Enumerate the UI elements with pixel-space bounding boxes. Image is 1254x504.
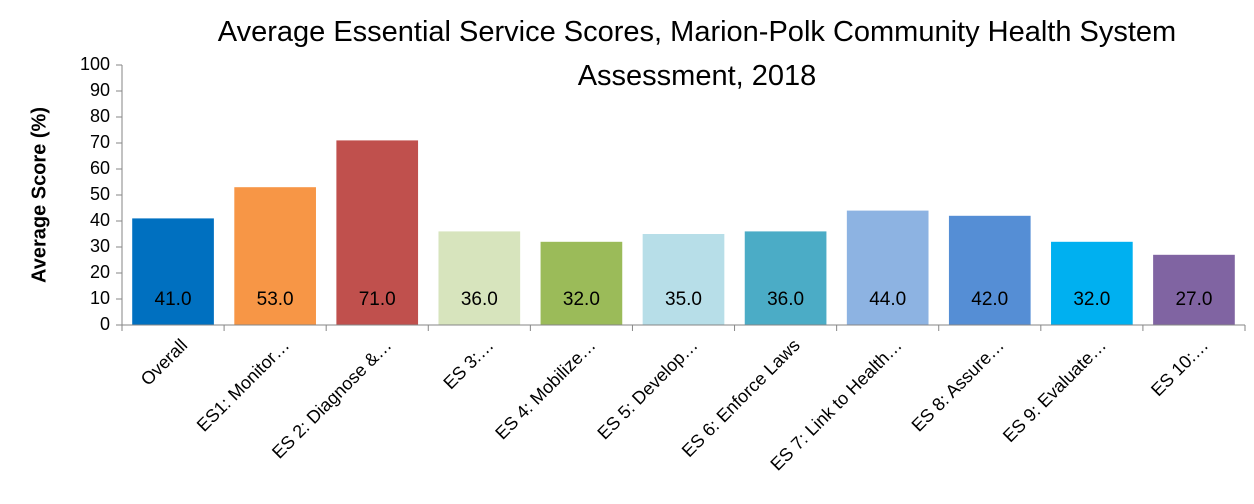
data-label: 71.0 bbox=[359, 289, 396, 310]
y-tick-label: 0 bbox=[100, 314, 110, 334]
y-tick-label: 20 bbox=[90, 262, 110, 282]
data-label: 42.0 bbox=[971, 289, 1008, 310]
x-tick-label: Overall bbox=[137, 335, 191, 389]
data-label: 44.0 bbox=[869, 289, 906, 310]
x-tick-label: ES 8: Assure… bbox=[908, 335, 1008, 435]
bar bbox=[438, 231, 521, 325]
data-label: 32.0 bbox=[563, 289, 600, 310]
data-label: 27.0 bbox=[1175, 289, 1212, 310]
bar bbox=[948, 215, 1031, 325]
y-axis-label: Average Score (%) bbox=[28, 107, 50, 283]
x-tick-label: ES1: Monitor… bbox=[193, 335, 293, 435]
bar bbox=[846, 210, 929, 325]
x-tick-label: ES 4: Mobilize… bbox=[491, 335, 599, 443]
y-tick-label: 90 bbox=[90, 80, 110, 100]
y-tick-label: 100 bbox=[80, 54, 110, 74]
data-label: 36.0 bbox=[461, 289, 498, 310]
bar bbox=[642, 234, 725, 325]
y-tick-label: 60 bbox=[90, 158, 110, 178]
y-tick-label: 80 bbox=[90, 106, 110, 126]
data-label: 32.0 bbox=[1073, 289, 1110, 310]
x-tick-label: ES 5: Develop… bbox=[593, 335, 701, 443]
bar bbox=[336, 140, 419, 325]
chart-title: Average Essential Service Scores, Marion… bbox=[217, 16, 1177, 92]
y-tick-label: 50 bbox=[90, 184, 110, 204]
data-label: 35.0 bbox=[665, 289, 702, 310]
data-label: 41.0 bbox=[155, 289, 192, 310]
data-label: 36.0 bbox=[767, 289, 804, 310]
bar bbox=[1153, 254, 1235, 325]
x-tick-label: ES 9: Evaluate… bbox=[999, 335, 1110, 446]
bar bbox=[540, 241, 623, 325]
y-tick-label: 70 bbox=[90, 132, 110, 152]
x-tick-label: ES 3:… bbox=[440, 335, 498, 393]
bar bbox=[132, 218, 214, 325]
bar bbox=[744, 231, 827, 325]
y-tick-label: 40 bbox=[90, 210, 110, 230]
bar bbox=[234, 187, 316, 325]
y-tick-label: 10 bbox=[90, 288, 110, 308]
y-tick-label: 30 bbox=[90, 236, 110, 256]
data-label: 53.0 bbox=[257, 289, 294, 310]
x-tick-label: ES 10:… bbox=[1147, 335, 1212, 400]
bar bbox=[1051, 241, 1133, 325]
